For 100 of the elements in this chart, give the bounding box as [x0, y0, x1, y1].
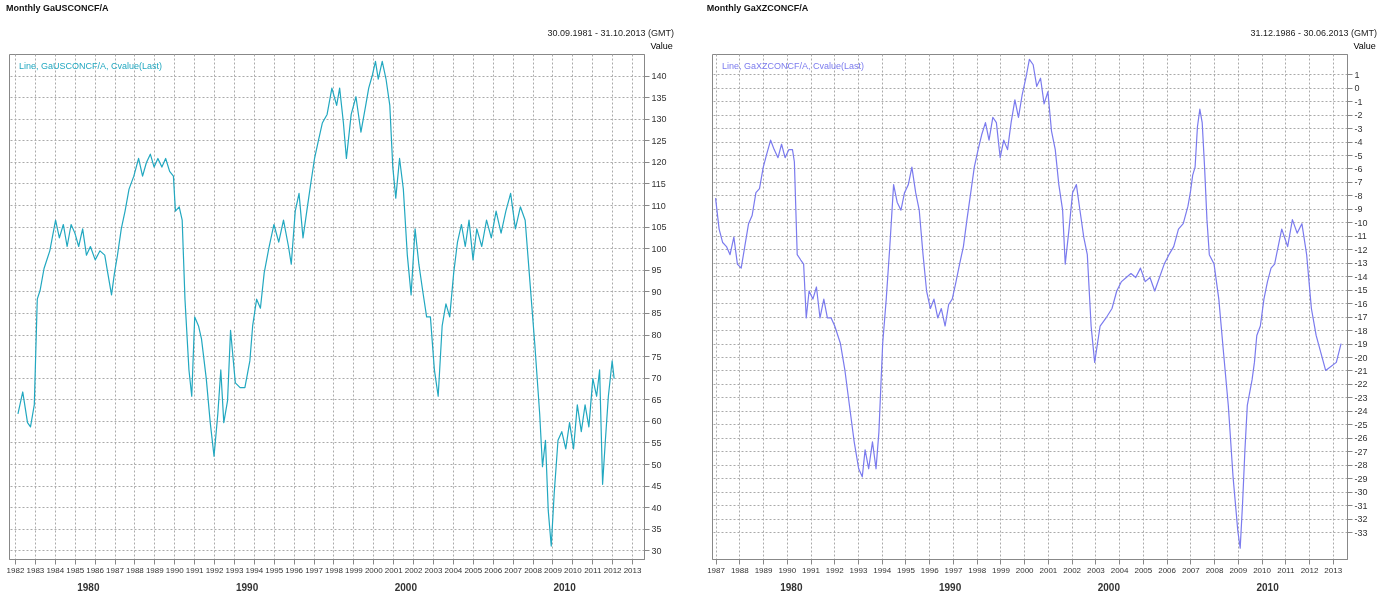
chart-subtitle: 31.12.1986 - 30.06.2013 (GMT) [1250, 28, 1377, 38]
x-tick-label: 1982 [6, 565, 25, 575]
line-series [17, 60, 615, 547]
line-series [714, 58, 1342, 549]
y-tick-label: 1 [1354, 69, 1360, 80]
x-tick-label: 1988 [730, 565, 750, 575]
x-tick-label: 1987 [106, 565, 125, 575]
y-tick-label: 30 [651, 545, 662, 556]
y-tick-label: -10 [1354, 217, 1368, 228]
x-tick-label: 2001 [1039, 565, 1058, 575]
x-tick-label: 1994 [873, 565, 892, 575]
x-tick-label: 1988 [126, 565, 145, 575]
x-tick-label: 1999 [992, 565, 1011, 575]
x-tick-label: 2009 [544, 565, 563, 575]
x-tick-label: 1995 [897, 565, 916, 575]
x-tick-label: 2010 [563, 565, 583, 575]
y-tick-label: 95 [651, 265, 662, 276]
y-tick-label: -28 [1354, 460, 1368, 471]
y-tick-label: -27 [1354, 446, 1368, 457]
y-tick-label: 135 [651, 92, 667, 103]
x-tick-label: 1991 [802, 565, 821, 575]
text: 1980 [77, 582, 100, 593]
x-tick-label: 2004 [1110, 565, 1130, 575]
x-tick-label: 1983 [26, 565, 45, 575]
y-tick-label: 90 [651, 286, 662, 297]
y-tick-label: 35 [651, 524, 662, 535]
y-tick-label: -19 [1354, 339, 1368, 350]
x-tick-label: 1989 [145, 565, 165, 575]
x-tick-label: 2001 [384, 565, 404, 575]
text: Line, GaXZCONCF/A, Cvalue(Last) [722, 61, 865, 71]
y-tick-label: 45 [651, 481, 662, 492]
y-tick-label: 0 [1354, 83, 1360, 94]
y-tick-label: -33 [1354, 527, 1368, 538]
y-tick-label: -9 [1354, 204, 1363, 215]
x-tick-label: 2005 [1134, 565, 1153, 575]
x-tick-label: 2005 [464, 565, 483, 575]
x-tick-label: 1986 [86, 565, 105, 575]
y-tick-label: -23 [1354, 392, 1368, 403]
x-tick-label: 1998 [968, 565, 987, 575]
x-tick-label: 1996 [920, 565, 940, 575]
y-tick-label: 75 [651, 351, 662, 362]
text: 2010 [1256, 582, 1280, 593]
x-tick-label: 2010 [1253, 565, 1272, 575]
x-tick-label: 2002 [404, 565, 424, 575]
x-tick-label: 2011 [584, 565, 602, 575]
x-tick-label: 1991 [185, 565, 205, 575]
text: 2000 [1097, 582, 1121, 593]
y-tick-label: -6 [1354, 163, 1363, 174]
x-tick-label: 2012 [1300, 565, 1319, 575]
x-tick-label: 2008 [524, 565, 543, 575]
y-tick-label: -26 [1354, 433, 1368, 444]
x-tick-label: 2004 [444, 565, 463, 575]
y-tick-label: 130 [651, 114, 667, 125]
x-tick-label: 2000 [1015, 565, 1035, 575]
x-tick-label: 2003 [424, 565, 443, 575]
x-tick-label: 1984 [46, 565, 65, 575]
x-tick-label: 2011 [1277, 565, 1295, 575]
y-tick-label: -31 [1354, 500, 1368, 511]
x-tick-label: 1987 [707, 565, 726, 575]
x-tick-label: 1997 [305, 565, 324, 575]
x-tick-label: 1990 [778, 565, 797, 575]
y-tick-label: -11 [1354, 231, 1367, 242]
text: 1990 [236, 582, 259, 593]
x-tick-label: 2013 [1324, 565, 1343, 575]
x-tick-label: 2002 [1063, 565, 1082, 575]
y-tick-label: 70 [651, 373, 662, 384]
y-tick-label: 60 [651, 416, 662, 427]
x-tick-label: 1998 [325, 565, 344, 575]
x-tick-label: 1994 [245, 565, 264, 575]
y-tick-label: -18 [1354, 325, 1368, 336]
y-tick-label: -25 [1354, 419, 1368, 430]
y-tick-label: -15 [1354, 285, 1368, 296]
y-tick-label: -7 [1354, 177, 1363, 188]
y-tick-label: 125 [651, 135, 667, 146]
y-tick-label: 105 [651, 222, 667, 233]
x-tick-label: 2007 [1181, 565, 1201, 575]
x-tick-label: 2012 [603, 565, 623, 575]
x-tick-label: 1996 [285, 565, 304, 575]
y-tick-label: 100 [651, 243, 667, 254]
y-tick-label: -30 [1354, 487, 1368, 498]
x-tick-label: 2008 [1205, 565, 1225, 575]
y-tick-label: -20 [1354, 352, 1368, 363]
y-tick-label: -29 [1354, 473, 1368, 484]
y-tick-label: -32 [1354, 514, 1368, 525]
y-tick-label: 50 [651, 459, 662, 470]
y-tick-label: 140 [651, 71, 667, 82]
x-tick-label: 2006 [1158, 565, 1177, 575]
y-tick-label: -4 [1354, 137, 1363, 148]
y-tick-label: -2 [1354, 110, 1363, 121]
y-tick-label: 80 [651, 330, 662, 341]
y-tick-label: 85 [651, 308, 662, 319]
x-tick-label: 2009 [1229, 565, 1248, 575]
x-tick-label: 1995 [265, 565, 284, 575]
y-tick-label: -22 [1354, 379, 1368, 390]
x-tick-label: 1999 [344, 565, 364, 575]
y-tick-label: -14 [1354, 271, 1368, 282]
chart-title: Monthly GaUSCONCF/A [6, 3, 110, 13]
chart-subtitle: 30.09.1981 - 31.10.2013 (GMT) [547, 28, 674, 38]
x-tick-label: 1989 [754, 565, 773, 575]
x-tick-label: 2003 [1086, 565, 1106, 575]
